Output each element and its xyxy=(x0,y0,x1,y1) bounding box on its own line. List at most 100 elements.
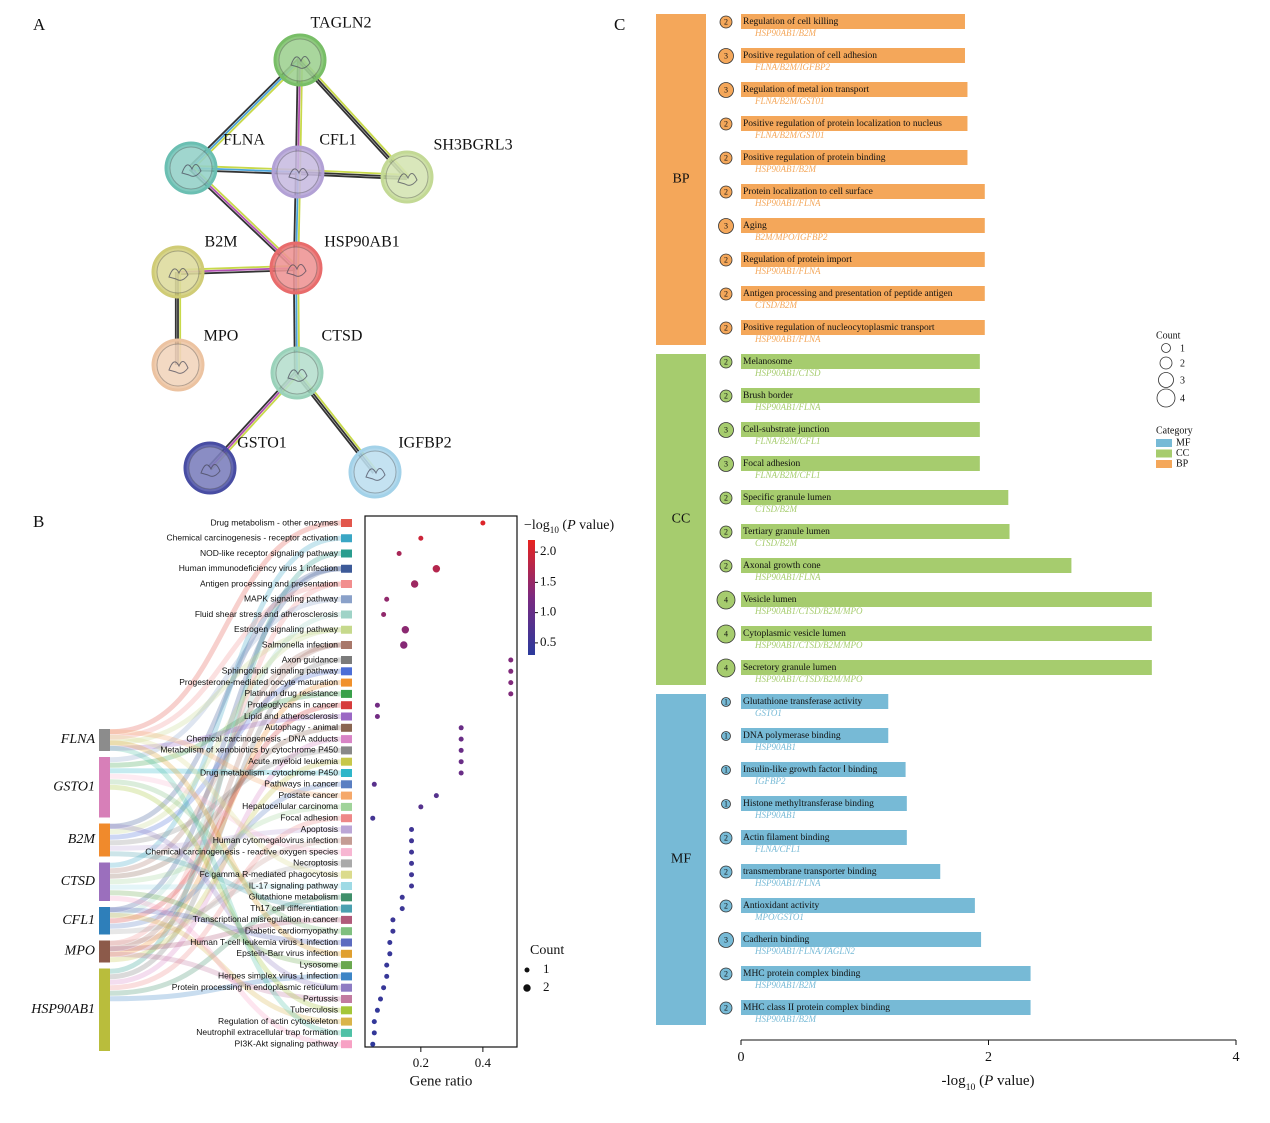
category-band xyxy=(656,354,706,685)
pathway-swatch xyxy=(341,641,352,649)
legend-label: MF xyxy=(1176,437,1191,448)
count-circle xyxy=(719,389,733,403)
term-label: Protein localization to cell surface xyxy=(743,186,873,197)
gene-list: FLNA/B2M/GST01 xyxy=(754,96,825,106)
dot xyxy=(401,626,410,634)
term-label: Regulation of metal ion transport xyxy=(743,84,869,95)
legend-circle xyxy=(1158,372,1174,388)
gene-list: HSP90AB1 xyxy=(754,742,796,752)
gene-bar xyxy=(99,907,110,935)
dot xyxy=(480,520,486,526)
legend-swatch xyxy=(1156,449,1172,458)
pathway-label: Focal adhesion xyxy=(280,812,338,822)
dot xyxy=(409,838,415,844)
gene-list: IGFBP2 xyxy=(754,776,786,786)
pathway-swatch xyxy=(341,814,352,823)
term-label: Actin filament binding xyxy=(743,832,830,843)
count-label: 2 xyxy=(724,17,728,26)
sankey-link xyxy=(109,734,342,878)
gene-list: HSP90AB1/FLNA xyxy=(754,266,821,276)
gene-list: FLNA/B2M/CFL1 xyxy=(754,470,821,480)
legend-label: 1 xyxy=(543,961,550,976)
sankey-link xyxy=(109,566,342,829)
gene-list: FLNA/B2M/IGFBP2 xyxy=(754,62,830,72)
pathway-label: Drug metabolism - other enzymes xyxy=(210,517,338,527)
legend-label: 3 xyxy=(1180,375,1185,386)
gene-label: FLNA xyxy=(60,732,96,747)
pathway-swatch xyxy=(341,983,352,992)
pathway-label: Prostate cancer xyxy=(278,790,338,800)
axis-title-part: ( xyxy=(559,518,568,533)
pathway-swatch xyxy=(341,534,352,543)
term-label: MHC class II protein complex binding xyxy=(743,1003,890,1013)
dot xyxy=(384,973,390,979)
gene-list: HSP90AB1/FLNA xyxy=(754,198,821,208)
bar xyxy=(741,286,985,301)
pathway-swatch xyxy=(341,836,352,845)
pathway-swatch xyxy=(341,825,352,834)
pathway-label: Platinum drug resistance xyxy=(244,688,338,698)
term-label: Brush border xyxy=(743,391,794,401)
count-label: 2 xyxy=(724,901,728,910)
pathway-label: Acute myeloid leukemia xyxy=(248,756,338,766)
sankey-link xyxy=(109,691,342,768)
count-circle xyxy=(719,355,733,369)
bar xyxy=(741,14,965,29)
dot xyxy=(374,702,380,708)
count-label: 3 xyxy=(724,221,728,230)
sankey-link xyxy=(109,951,342,1002)
sankey-link xyxy=(109,551,342,974)
count-circle xyxy=(719,1001,733,1015)
gene-list: FLNA/B2M/CFL1 xyxy=(754,436,821,446)
count-label: 2 xyxy=(724,187,728,196)
colorbar-tick-label: 0.5 xyxy=(540,634,556,649)
count-label: 2 xyxy=(724,391,728,400)
axis-title-part: P xyxy=(566,518,576,533)
dot xyxy=(458,725,464,731)
dot xyxy=(371,1030,377,1036)
pathway-label: Transcriptional misregulation in cancer xyxy=(193,914,338,924)
gene-bar xyxy=(99,823,110,857)
node-icon xyxy=(168,361,189,374)
count-circle xyxy=(718,82,734,98)
dot xyxy=(508,657,514,663)
term-label: Specific granule lumen xyxy=(743,492,831,503)
sankey-link xyxy=(109,860,342,935)
pathway-label: Drug metabolism - cytochrome P450 xyxy=(200,767,338,777)
count-circle xyxy=(719,253,733,267)
dot xyxy=(508,680,514,686)
pathway-swatch xyxy=(341,972,352,981)
dot xyxy=(396,551,402,556)
pathway-label: Estrogen signaling pathway xyxy=(234,624,339,634)
sankey-link xyxy=(109,779,342,934)
node-label: HSP90AB1 xyxy=(324,234,400,251)
x-tick-label: 0.4 xyxy=(475,1055,492,1070)
count-label: 2 xyxy=(724,867,728,876)
count-label: 4 xyxy=(724,629,728,638)
count-circle xyxy=(719,899,733,913)
sankey-link xyxy=(109,581,342,740)
count-circle xyxy=(721,697,731,707)
sankey-link xyxy=(109,566,342,913)
count-label: 4 xyxy=(724,595,728,604)
gene-list: HSP90AB1 xyxy=(754,810,796,820)
bar xyxy=(741,320,985,335)
axis-title-part: 10 xyxy=(966,1082,976,1093)
dot xyxy=(409,827,415,832)
count-circle xyxy=(719,185,733,199)
term-label: Positive regulation of protein localizat… xyxy=(743,118,942,129)
term-label: DNA polymerase binding xyxy=(743,731,841,741)
pathway-swatch xyxy=(341,689,352,698)
dot xyxy=(374,1007,380,1013)
sankey-link xyxy=(109,747,342,846)
bar xyxy=(741,82,968,97)
count-label: 4 xyxy=(724,663,728,672)
colorbar xyxy=(528,540,535,655)
pathway-label: Pertussis xyxy=(303,993,338,1003)
dot xyxy=(418,535,424,541)
dot xyxy=(381,612,387,617)
node-icon xyxy=(200,464,221,477)
gene-list: HSP90AB1/FLNA xyxy=(754,572,821,582)
sankey-link xyxy=(109,581,342,946)
